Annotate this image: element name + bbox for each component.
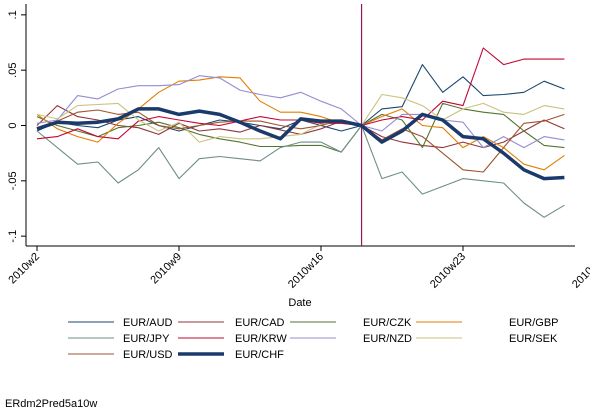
y-tick-label: .1	[7, 10, 19, 19]
y-tick-label: -.05	[7, 171, 19, 190]
legend-label: EUR/GBP	[509, 317, 559, 329]
legend-label: EUR/KRW	[235, 333, 287, 345]
series-line	[36, 93, 565, 143]
series-line	[36, 76, 565, 171]
legend-label: EUR/CZK	[363, 317, 412, 329]
note: ERdm2Pred5a10w	[5, 398, 97, 410]
y-tick-label: 0	[7, 122, 19, 128]
legend-label: EUR/JPY	[123, 333, 170, 345]
x-axis-title: Date	[288, 297, 311, 309]
legend-label: EUR/SEK	[509, 333, 558, 345]
legend-label: EUR/CHF	[235, 349, 284, 361]
series-line	[36, 107, 565, 181]
legend-label: EUR/NZD	[363, 333, 412, 345]
series-line	[36, 102, 565, 153]
legend-label: EUR/AUD	[123, 317, 173, 329]
series-line	[36, 124, 565, 218]
y-tick-label: .05	[7, 63, 19, 78]
legend-label: EUR/USD	[123, 349, 173, 361]
legend-label: EUR/CAD	[235, 317, 285, 329]
y-tick-label: -.1	[7, 230, 19, 243]
